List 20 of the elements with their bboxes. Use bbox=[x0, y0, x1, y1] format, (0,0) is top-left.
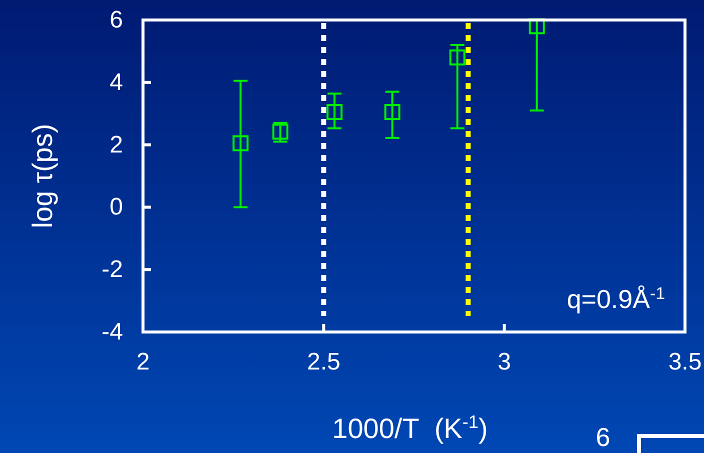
y-tick-label: 2 bbox=[110, 131, 123, 158]
point bbox=[326, 104, 343, 120]
annotation: q=0.9Å$^{-1}$ bbox=[566, 284, 665, 314]
point bbox=[272, 124, 288, 140]
y-tick-label: -2 bbox=[102, 256, 123, 284]
y-tick-label: -4 bbox=[102, 318, 123, 346]
x-tick-label: 3 bbox=[498, 348, 512, 376]
y-axis-title: log τ(ps) bbox=[26, 124, 58, 228]
point bbox=[232, 135, 249, 152]
y-tick-label: 0 bbox=[110, 194, 123, 221]
x-tick-label: 2 bbox=[136, 348, 150, 376]
y-tick-label: 6 bbox=[110, 6, 123, 34]
text: 6 bbox=[596, 422, 610, 452]
x-tick-label: 2.5 bbox=[306, 348, 340, 376]
point bbox=[528, 18, 545, 34]
point bbox=[449, 49, 466, 66]
point bbox=[384, 104, 400, 120]
x-axis-title: 1000/T (K$^{-1}$) bbox=[332, 412, 488, 444]
x-tick-label: 3.5 bbox=[668, 348, 702, 376]
y-tick-label: 4 bbox=[110, 68, 123, 96]
